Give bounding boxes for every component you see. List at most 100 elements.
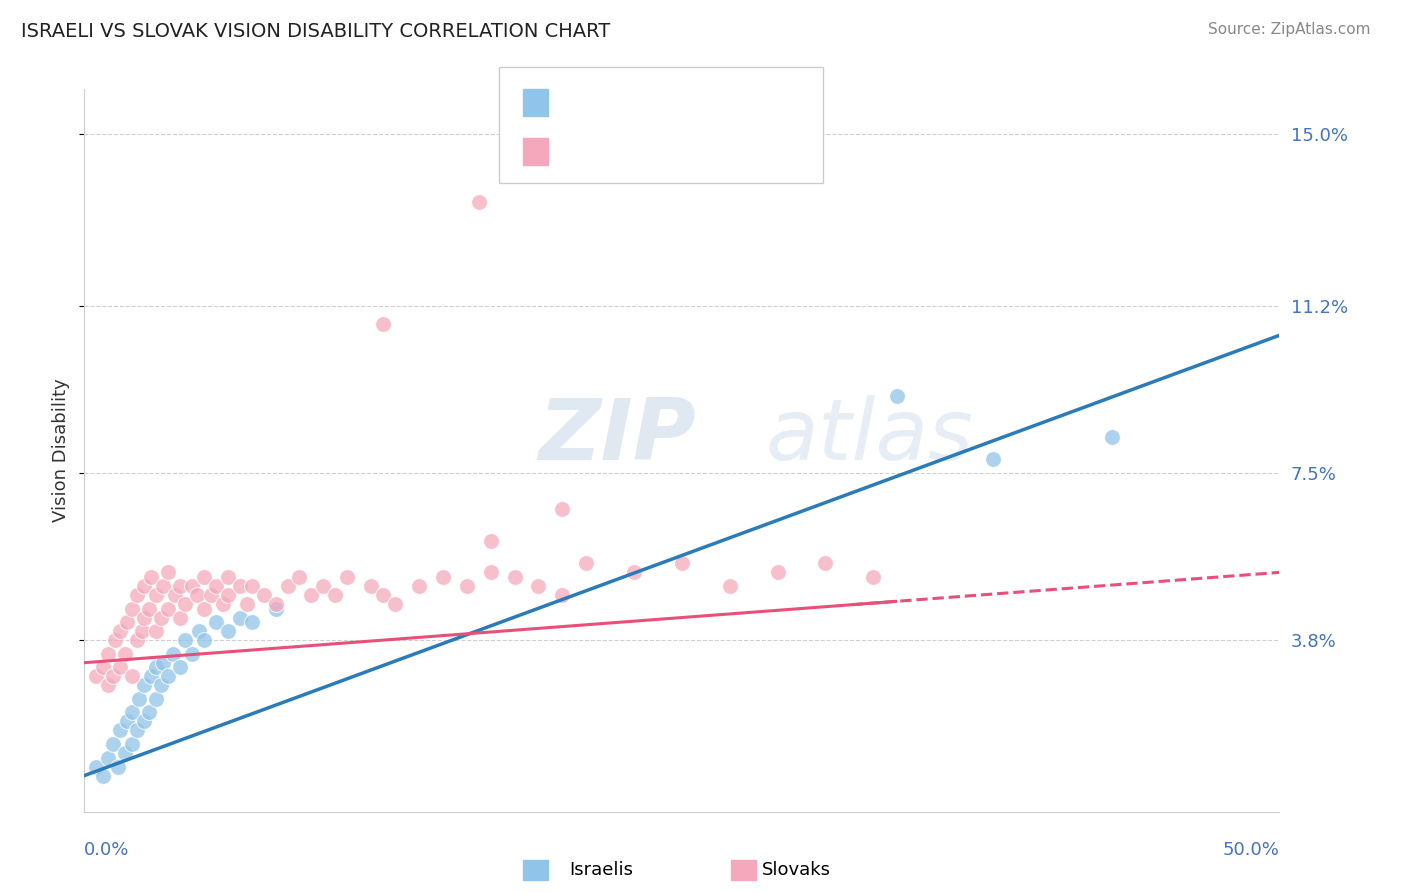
- Point: [125, 723, 148, 738]
- Point: [157, 601, 180, 615]
- Point: [145, 660, 167, 674]
- Point: [149, 610, 172, 624]
- Point: [479, 533, 502, 548]
- Point: [217, 624, 239, 639]
- Point: [240, 579, 263, 593]
- Point: [181, 647, 204, 661]
- Point: [110, 660, 132, 674]
- Point: [527, 579, 550, 593]
- Point: [169, 660, 191, 674]
- Point: [288, 570, 311, 584]
- Point: [814, 557, 837, 571]
- Point: [104, 633, 127, 648]
- Point: [117, 714, 139, 729]
- Point: [145, 624, 167, 639]
- Point: [240, 615, 263, 629]
- Point: [121, 737, 143, 751]
- Point: [408, 579, 430, 593]
- Text: ISRAELI VS SLOVAK VISION DISABILITY CORRELATION CHART: ISRAELI VS SLOVAK VISION DISABILITY CORR…: [21, 22, 610, 41]
- Point: [432, 570, 454, 584]
- Point: [121, 601, 143, 615]
- Point: [86, 669, 108, 683]
- Text: Israelis: Israelis: [569, 861, 634, 879]
- Point: [101, 737, 124, 751]
- Text: R = 0.857   N = 35: R = 0.857 N = 35: [560, 94, 744, 112]
- Point: [132, 579, 156, 593]
- Point: [169, 610, 191, 624]
- Point: [360, 579, 382, 593]
- Point: [193, 601, 215, 615]
- Point: [373, 588, 395, 602]
- Point: [264, 597, 287, 611]
- Text: 0.0%: 0.0%: [84, 840, 129, 859]
- Point: [205, 579, 228, 593]
- Point: [551, 502, 574, 516]
- Text: Slovaks: Slovaks: [762, 861, 831, 879]
- Point: [479, 566, 502, 580]
- Point: [149, 678, 172, 692]
- Point: [301, 588, 323, 602]
- Text: Source: ZipAtlas.com: Source: ZipAtlas.com: [1208, 22, 1371, 37]
- Point: [128, 691, 150, 706]
- Text: atlas: atlas: [766, 394, 973, 477]
- Point: [125, 633, 148, 648]
- Point: [117, 615, 139, 629]
- Point: [277, 579, 299, 593]
- Point: [121, 706, 143, 720]
- Point: [152, 579, 174, 593]
- Point: [131, 624, 153, 639]
- Point: [101, 669, 124, 683]
- Point: [145, 588, 167, 602]
- Point: [264, 601, 287, 615]
- Point: [93, 660, 115, 674]
- Point: [97, 678, 120, 692]
- Point: [384, 597, 406, 611]
- Point: [325, 588, 347, 602]
- Point: [93, 769, 115, 783]
- Point: [110, 723, 132, 738]
- Point: [551, 588, 574, 602]
- Point: [217, 570, 239, 584]
- Point: [766, 566, 789, 580]
- Point: [173, 597, 195, 611]
- Point: [193, 633, 215, 648]
- Point: [121, 669, 143, 683]
- Point: [138, 706, 160, 720]
- Point: [468, 195, 491, 210]
- Point: [671, 557, 693, 571]
- Point: [217, 588, 239, 602]
- Point: [165, 588, 187, 602]
- Point: [212, 597, 235, 611]
- Point: [236, 597, 259, 611]
- Point: [107, 759, 129, 773]
- Point: [229, 579, 252, 593]
- Point: [336, 570, 359, 584]
- Point: [145, 691, 167, 706]
- Point: [186, 588, 208, 602]
- Point: [623, 566, 645, 580]
- Point: [157, 566, 180, 580]
- Point: [169, 579, 191, 593]
- Point: [138, 601, 160, 615]
- Point: [193, 570, 215, 584]
- Point: [132, 678, 156, 692]
- Point: [162, 647, 184, 661]
- Point: [575, 557, 598, 571]
- Point: [503, 570, 526, 584]
- Point: [373, 317, 395, 331]
- Point: [188, 624, 211, 639]
- Text: R = 0.238   N = 68: R = 0.238 N = 68: [560, 143, 744, 161]
- Point: [152, 656, 174, 670]
- Point: [114, 647, 136, 661]
- Y-axis label: Vision Disability: Vision Disability: [52, 378, 70, 523]
- Point: [141, 570, 163, 584]
- Point: [125, 588, 148, 602]
- Point: [157, 669, 180, 683]
- Point: [981, 452, 1004, 467]
- Point: [114, 746, 136, 760]
- Point: [253, 588, 276, 602]
- Point: [110, 624, 132, 639]
- Point: [132, 714, 156, 729]
- Point: [181, 579, 204, 593]
- Text: ZIP: ZIP: [538, 394, 696, 477]
